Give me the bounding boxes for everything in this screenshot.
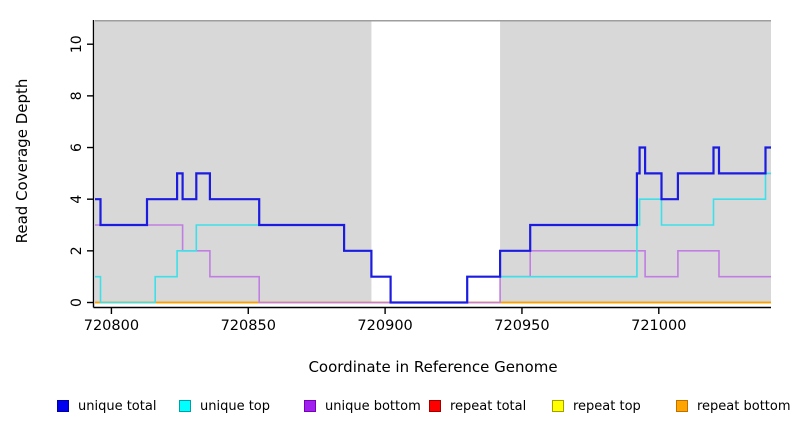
legend-label-unique-top: unique top — [200, 398, 271, 414]
legend-swatch-repeat-top — [552, 400, 564, 412]
legend-item-repeat-bottom: repeat bottom — [676, 395, 791, 417]
y-tick-label: 8 — [69, 91, 85, 100]
x-tick-label: 720850 — [221, 318, 276, 334]
coverage-chart-canvas: 0 2 4 6 8 10 720800 720850 720900 720950 721000 Co… — [13, 20, 771, 376]
legend-item-unique-total: unique total — [57, 395, 156, 417]
shaded-repeat-regions — [95, 20, 771, 303]
x-tick-label: 720800 — [84, 318, 139, 334]
y-tick-label: 0 — [69, 298, 85, 307]
legend-swatch-unique-bottom — [304, 400, 316, 412]
y-axis-title: Read Coverage Depth — [13, 79, 31, 244]
repeat-region-2 — [500, 20, 771, 303]
y-tick-label: 2 — [69, 246, 85, 255]
legend-label-unique-bottom: unique bottom — [325, 398, 421, 414]
legend-item-repeat-total: repeat total — [429, 395, 526, 417]
axes: 0 2 4 6 8 10 720800 720850 720900 720950 721000 — [69, 20, 771, 334]
legend-item-repeat-top: repeat top — [552, 395, 641, 417]
legend-swatch-unique-top — [179, 400, 191, 412]
legend-label-unique-total: unique total — [78, 398, 157, 414]
repeat-region-1 — [95, 20, 372, 303]
x-tick-label: 720950 — [494, 318, 549, 334]
x-tick-label: 721000 — [631, 318, 686, 334]
y-tick-label: 10 — [69, 35, 85, 53]
legend-item-unique-top: unique top — [179, 395, 270, 417]
y-tick-label: 4 — [69, 195, 85, 204]
legend-label-repeat-total: repeat total — [450, 398, 527, 414]
legend-label-repeat-top: repeat top — [573, 398, 641, 414]
coverage-step-lines — [95, 146, 771, 304]
legend-swatch-repeat-total — [429, 400, 441, 412]
y-tick-label: 6 — [69, 143, 85, 152]
legend-swatch-repeat-bottom — [676, 400, 688, 412]
x-tick-label: 720900 — [357, 318, 412, 334]
legend: unique total unique top unique bottom repea… — [0, 395, 792, 419]
legend-swatch-unique-total — [57, 400, 69, 412]
legend-label-repeat-bottom: repeat bottom — [697, 398, 791, 414]
x-axis-title: Coordinate in Reference Genome — [308, 358, 557, 376]
series-line-unique-total — [95, 146, 771, 304]
legend-item-unique-bottom: unique bottom — [304, 395, 421, 417]
